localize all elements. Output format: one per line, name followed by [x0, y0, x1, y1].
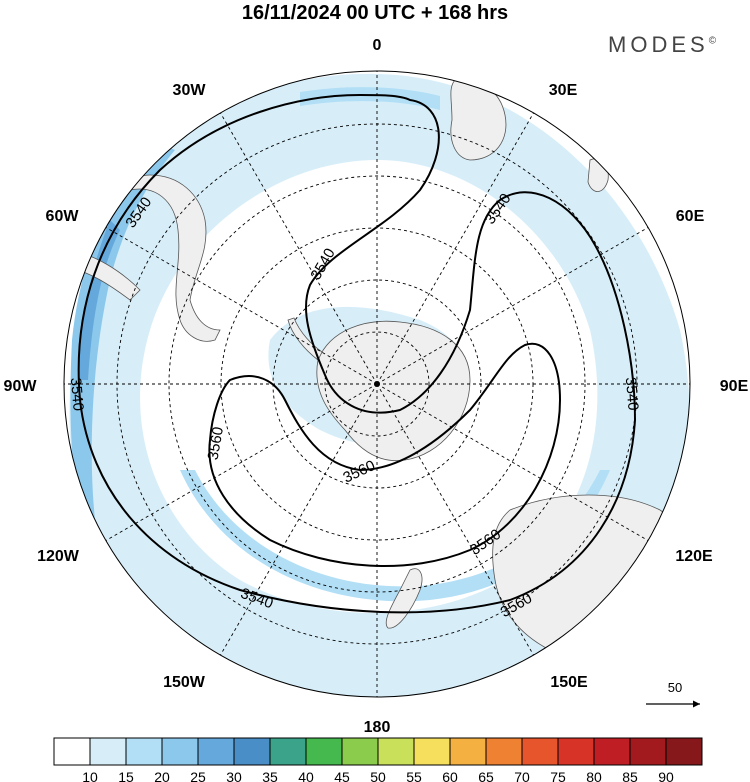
lon-label-30e: 30E [549, 82, 578, 99]
map-border [63, 70, 691, 698]
colorbar-swatch [89, 737, 127, 766]
contour-3560 [208, 342, 562, 567]
colorbar-tick-label: 65 [478, 769, 494, 782]
colorbar-tick-label: 35 [262, 769, 278, 782]
africa [450, 79, 507, 161]
colorbar-swatch [521, 737, 559, 766]
longitude-labels: 0 30E 60E 90E 120E 150E 180 150W 120W 90… [4, 37, 749, 736]
lon-label-0: 0 [373, 37, 382, 54]
lon-label-150w: 150W [163, 674, 206, 691]
lon-label-120w: 120W [37, 548, 80, 565]
colorbar-swatch [665, 737, 703, 766]
polar-map: 3540 3540 3540 3540 3540 3540 3560 3560 … [64, 71, 690, 697]
colorbar-tick-label: 20 [154, 769, 170, 782]
madagascar [587, 158, 609, 192]
meridians [64, 71, 690, 697]
wind-band-inner [300, 87, 440, 110]
colorbar-swatch [377, 737, 415, 766]
colorbar-swatch [557, 737, 595, 766]
colorbar-tick-label: 40 [298, 769, 314, 782]
lon-label-150e: 150E [550, 674, 588, 691]
brand-name: MODES [608, 32, 709, 57]
colorbar-swatch [485, 737, 523, 766]
contour-label: 3540 [622, 376, 642, 411]
reference-vector: 50 [646, 680, 700, 708]
colorbar-tick-label: 60 [442, 769, 458, 782]
colorbar-swatch [53, 737, 91, 766]
contour-3540 [77, 93, 637, 614]
lon-label-120e: 120E [675, 548, 713, 565]
colorbar-tick-label: 80 [586, 769, 602, 782]
wind-band-outer [69, 73, 690, 697]
colorbar-tick-label: 25 [190, 769, 206, 782]
colorbar-swatch [197, 737, 235, 766]
contours [77, 93, 637, 614]
brand-logo: MODES© [608, 32, 716, 58]
contour-label: 3560 [205, 426, 228, 462]
colorbar-tick-label: 30 [226, 769, 242, 782]
contour-label: 3540 [67, 377, 87, 412]
lon-label-60e: 60E [676, 208, 705, 225]
colorbar-swatch [269, 737, 307, 766]
colorbar-tick-label: 90 [658, 769, 674, 782]
colorbar-swatch [125, 737, 163, 766]
colorbar-tick-label: 75 [550, 769, 566, 782]
wind-band-west-jet-core [78, 220, 120, 380]
colorbar-swatch [413, 737, 451, 766]
colorbar: 10 15 20 25 30 35 40 45 50 55 60 65 70 75 80 85 90 [53, 737, 703, 782]
brand-copyright-mark: © [708, 35, 717, 47]
colorbar-swatch [161, 737, 199, 766]
colorbar-swatch [341, 737, 379, 766]
colorbar-tick-label: 55 [406, 769, 422, 782]
colorbar-tick-label: 50 [370, 769, 386, 782]
colorbar-tick-label: 15 [118, 769, 134, 782]
lon-label-90w: 90W [4, 378, 38, 395]
antarctic-peninsula [287, 317, 323, 361]
colorbar-tick-label: 70 [514, 769, 530, 782]
colorbar-tick-label: 85 [622, 769, 638, 782]
lon-label-60w: 60W [46, 208, 80, 225]
colorbar-swatch [305, 737, 343, 766]
colorbar-swatch [593, 737, 631, 766]
lon-label-30w: 30W [173, 82, 207, 99]
reference-vector-value: 50 [668, 680, 682, 695]
south-pole-marker [374, 381, 380, 387]
colorbar-swatch [233, 737, 271, 766]
colorbar-swatch [629, 737, 667, 766]
map-title: 16/11/2024 00 UTC + 168 hrs [241, 2, 509, 24]
colorbar-swatch [449, 737, 487, 766]
lon-label-180: 180 [364, 719, 391, 736]
colorbar-tick-label: 10 [82, 769, 98, 782]
colorbar-tick-label: 45 [334, 769, 350, 782]
lon-label-90e: 90E [720, 378, 749, 395]
